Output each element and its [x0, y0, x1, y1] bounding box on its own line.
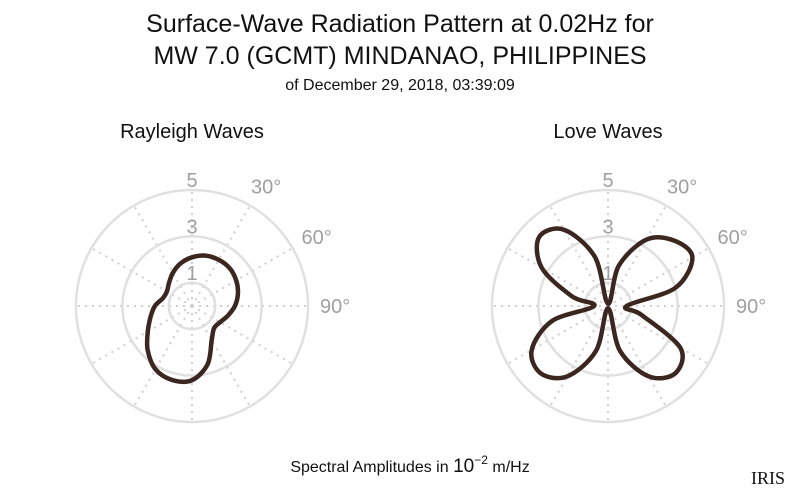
spoke [91, 305, 193, 365]
grid-ring [121, 235, 263, 377]
footer-base: 10 [453, 456, 474, 477]
theta-tick-label: 30° [251, 176, 281, 198]
title-line: Surface-Wave Radiation Pattern at 0.02Hz… [146, 10, 654, 38]
title-line: MW 7.0 (GCMT) MINDANAO, PHILIPPINES [153, 42, 646, 70]
spoke [191, 205, 251, 307]
r-tick-label: 5 [602, 170, 613, 192]
r-tick-label: 3 [602, 216, 613, 238]
spoke [507, 247, 609, 307]
theta-tick-label: 90° [736, 296, 766, 318]
footer-exponent: −2 [474, 453, 488, 467]
r-tick-label: 1 [602, 263, 613, 285]
pattern-line [529, 226, 695, 381]
spoke [607, 247, 709, 307]
footer-text: Spectral Amplitudes in [290, 459, 448, 476]
grid-ring [74, 188, 310, 424]
footer: Spectral Amplitudes in 10−2 m/Hz [290, 451, 529, 477]
r-tick-label: 1 [186, 263, 197, 285]
subtitle: of December 29, 2018, 03:39:09 [285, 77, 515, 94]
r-tick-label: 5 [186, 170, 197, 192]
chart-title: Love Waves [553, 121, 662, 143]
footer-unit: m/Hz [492, 459, 529, 476]
grid-ring [537, 235, 679, 377]
grid-ring [490, 188, 726, 424]
logo: IRIS [751, 468, 785, 488]
spoke [549, 205, 609, 307]
pattern-line [144, 253, 241, 385]
spoke [91, 247, 193, 307]
theta-tick-label: 60° [718, 227, 748, 249]
spoke [191, 247, 293, 307]
theta-tick-label: 90° [320, 296, 350, 318]
spoke [133, 205, 193, 307]
spoke [507, 305, 609, 365]
spoke [607, 305, 709, 365]
spoke [191, 305, 293, 365]
r-tick-label: 3 [186, 216, 197, 238]
chart-title: Rayleigh Waves [120, 121, 264, 143]
spoke [607, 205, 667, 307]
theta-tick-label: 60° [302, 227, 332, 249]
grid-ring [167, 281, 217, 331]
theta-tick-label: 30° [667, 176, 697, 198]
